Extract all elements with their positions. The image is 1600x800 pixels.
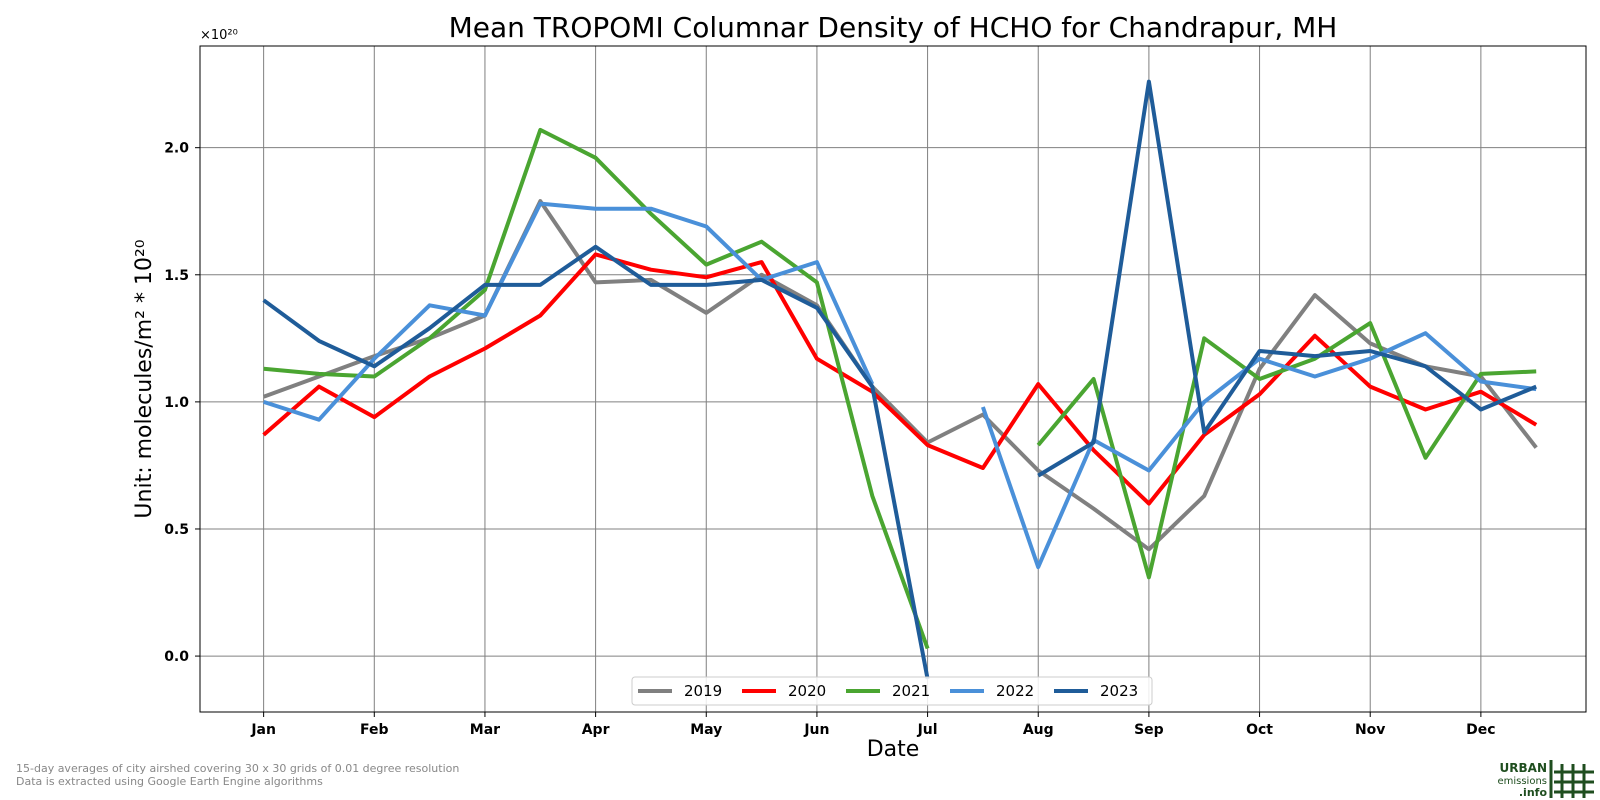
grid-icon (1549, 760, 1594, 798)
x-tick-label: Jul (917, 722, 938, 738)
series-line-2023 (262, 79, 1537, 680)
series-line-2020 (262, 252, 1538, 506)
legend: 2019 2020 2021 2022 2023 (631, 676, 1153, 706)
y-offset-label: ×10²⁰ (200, 28, 238, 43)
legend-box (631, 676, 1153, 706)
grid (200, 46, 1586, 712)
x-tick-label: Feb (360, 722, 389, 738)
logo-line-2: emissions (1497, 776, 1547, 787)
x-tick-label: Mar (470, 722, 500, 738)
chart: Mean TROPOMI Columnar Density of HCHO fo… (132, 11, 1587, 760)
legend-label-2020: 2020 (788, 682, 826, 700)
x-tick-label: Jun (803, 722, 829, 738)
y-tick-label: 1.0 (164, 395, 189, 411)
x-tick-label: Apr (582, 722, 610, 738)
x-tick-label: Jan (250, 722, 276, 738)
footnote-line-1: 15-day averages of city airshed covering… (16, 762, 460, 775)
chart-title: Mean TROPOMI Columnar Density of HCHO fo… (449, 11, 1338, 44)
series-line-2019 (262, 199, 1538, 552)
logo-line-1: URBAN (1500, 761, 1547, 775)
logo-line-3: .info (1519, 786, 1548, 798)
legend-label-2021: 2021 (892, 682, 930, 700)
x-axis-label: Date (867, 737, 920, 760)
footnote-line-2: Data is extracted using Google Earth Eng… (16, 775, 323, 788)
series-lines (262, 79, 1538, 680)
plot-area-frame (199, 45, 1587, 713)
series-line-2022 (262, 201, 1537, 570)
x-tick-label: Oct (1246, 722, 1273, 738)
urban-emissions-logo: URBAN emissions .info (1497, 760, 1594, 798)
tick-labels: Jan Feb Mar Apr May Jun Jul Aug Sep Oct Nov Dec 0.0 0… (164, 141, 1495, 738)
legend-label-2022: 2022 (996, 682, 1034, 700)
legend-label-2019: 2019 (684, 682, 722, 700)
x-tick-label: Aug (1023, 722, 1054, 738)
y-tick-label: 2.0 (164, 141, 189, 157)
y-tick-label: 1.5 (164, 268, 189, 284)
y-tick-label: 0.5 (164, 522, 189, 538)
series-line-2021 (263, 127, 1537, 650)
y-tick-label: 0.0 (164, 649, 189, 665)
x-tick-label: Sep (1134, 722, 1164, 738)
y-axis-label: Unit: molecules/m² * 10²⁰ (132, 239, 157, 518)
x-tick-label: Nov (1355, 722, 1385, 738)
legend-label-2023: 2023 (1100, 682, 1138, 700)
x-tick-label: Dec (1466, 722, 1495, 738)
x-tick-label: May (690, 722, 722, 738)
